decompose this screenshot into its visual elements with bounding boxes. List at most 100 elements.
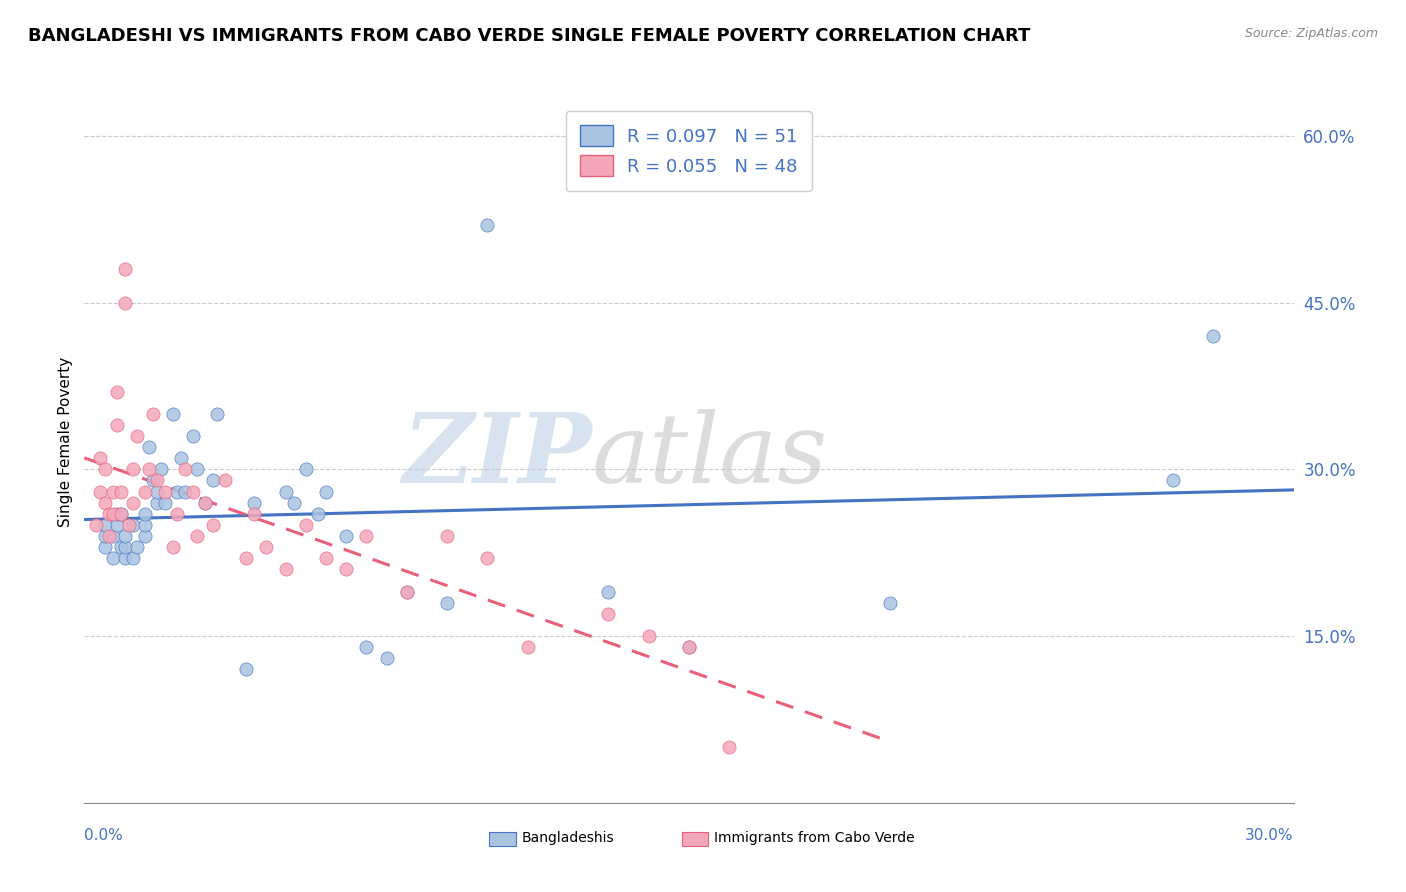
Point bbox=[598, 584, 620, 599]
Point bbox=[142, 407, 165, 421]
Point bbox=[105, 417, 128, 432]
Text: Immigrants from Cabo Verde: Immigrants from Cabo Verde bbox=[714, 831, 915, 846]
Point bbox=[879, 596, 901, 610]
Point bbox=[114, 551, 136, 566]
Point bbox=[295, 517, 318, 532]
Point bbox=[274, 562, 297, 576]
Point bbox=[97, 529, 120, 543]
Point bbox=[356, 640, 378, 655]
Point bbox=[125, 429, 148, 443]
Point bbox=[598, 607, 620, 621]
Point bbox=[283, 496, 305, 510]
Point bbox=[134, 484, 156, 499]
Point bbox=[315, 484, 337, 499]
Point bbox=[89, 451, 111, 466]
Point bbox=[110, 507, 132, 521]
Point bbox=[436, 596, 458, 610]
Point bbox=[105, 384, 128, 399]
Point bbox=[153, 484, 176, 499]
Text: 0.0%: 0.0% bbox=[84, 828, 124, 843]
Point bbox=[436, 529, 458, 543]
Point bbox=[1161, 474, 1184, 488]
Point bbox=[134, 507, 156, 521]
Point bbox=[174, 462, 197, 476]
Point bbox=[254, 540, 277, 554]
Point bbox=[181, 484, 204, 499]
Point bbox=[114, 262, 136, 277]
Text: ZIP: ZIP bbox=[402, 409, 592, 503]
Point bbox=[114, 529, 136, 543]
Point bbox=[110, 507, 132, 521]
Point bbox=[121, 462, 143, 476]
Point bbox=[242, 496, 264, 510]
Point bbox=[174, 484, 197, 499]
Point bbox=[134, 529, 156, 543]
Point bbox=[678, 640, 700, 655]
Point bbox=[105, 517, 128, 532]
Point bbox=[118, 517, 141, 532]
Point bbox=[186, 529, 208, 543]
Point bbox=[153, 496, 176, 510]
Point bbox=[89, 484, 111, 499]
Point bbox=[121, 496, 143, 510]
Point bbox=[207, 407, 229, 421]
Point bbox=[235, 662, 257, 676]
Point bbox=[335, 562, 357, 576]
Point bbox=[315, 551, 337, 566]
FancyBboxPatch shape bbox=[489, 831, 516, 847]
Point bbox=[138, 440, 160, 454]
Point bbox=[93, 540, 115, 554]
Point bbox=[202, 474, 225, 488]
Point bbox=[194, 496, 217, 510]
Point bbox=[101, 507, 124, 521]
Point bbox=[170, 451, 193, 466]
Text: Bangladeshis: Bangladeshis bbox=[522, 831, 614, 846]
Text: BANGLADESHI VS IMMIGRANTS FROM CABO VERDE SINGLE FEMALE POVERTY CORRELATION CHAR: BANGLADESHI VS IMMIGRANTS FROM CABO VERD… bbox=[28, 27, 1031, 45]
Point bbox=[162, 407, 184, 421]
Point bbox=[93, 529, 115, 543]
Point bbox=[166, 507, 188, 521]
Point bbox=[134, 517, 156, 532]
Point bbox=[194, 496, 217, 510]
Point bbox=[202, 517, 225, 532]
Point bbox=[375, 651, 398, 665]
Text: Source: ZipAtlas.com: Source: ZipAtlas.com bbox=[1244, 27, 1378, 40]
Point bbox=[101, 551, 124, 566]
Text: atlas: atlas bbox=[592, 409, 828, 503]
Point bbox=[235, 551, 257, 566]
Point bbox=[121, 551, 143, 566]
Point bbox=[186, 462, 208, 476]
Point bbox=[125, 540, 148, 554]
Point bbox=[335, 529, 357, 543]
Point bbox=[477, 218, 499, 232]
Point bbox=[166, 484, 188, 499]
Point bbox=[477, 551, 499, 566]
Point bbox=[637, 629, 659, 643]
Point bbox=[146, 484, 169, 499]
Point bbox=[146, 474, 169, 488]
Point bbox=[395, 584, 418, 599]
Point bbox=[214, 474, 236, 488]
Point bbox=[138, 462, 160, 476]
Point bbox=[93, 462, 115, 476]
Point bbox=[181, 429, 204, 443]
Point bbox=[718, 740, 741, 755]
Point bbox=[121, 517, 143, 532]
Point bbox=[97, 507, 120, 521]
Point bbox=[274, 484, 297, 499]
Point bbox=[93, 517, 115, 532]
FancyBboxPatch shape bbox=[682, 831, 709, 847]
Point bbox=[307, 507, 329, 521]
Point bbox=[242, 507, 264, 521]
Point bbox=[93, 496, 115, 510]
Point bbox=[86, 517, 108, 532]
Y-axis label: Single Female Poverty: Single Female Poverty bbox=[58, 357, 73, 526]
Point bbox=[110, 484, 132, 499]
Point bbox=[146, 496, 169, 510]
Point bbox=[110, 540, 132, 554]
Point bbox=[101, 484, 124, 499]
Point bbox=[101, 529, 124, 543]
Point bbox=[149, 462, 172, 476]
Point bbox=[142, 474, 165, 488]
Point bbox=[162, 540, 184, 554]
